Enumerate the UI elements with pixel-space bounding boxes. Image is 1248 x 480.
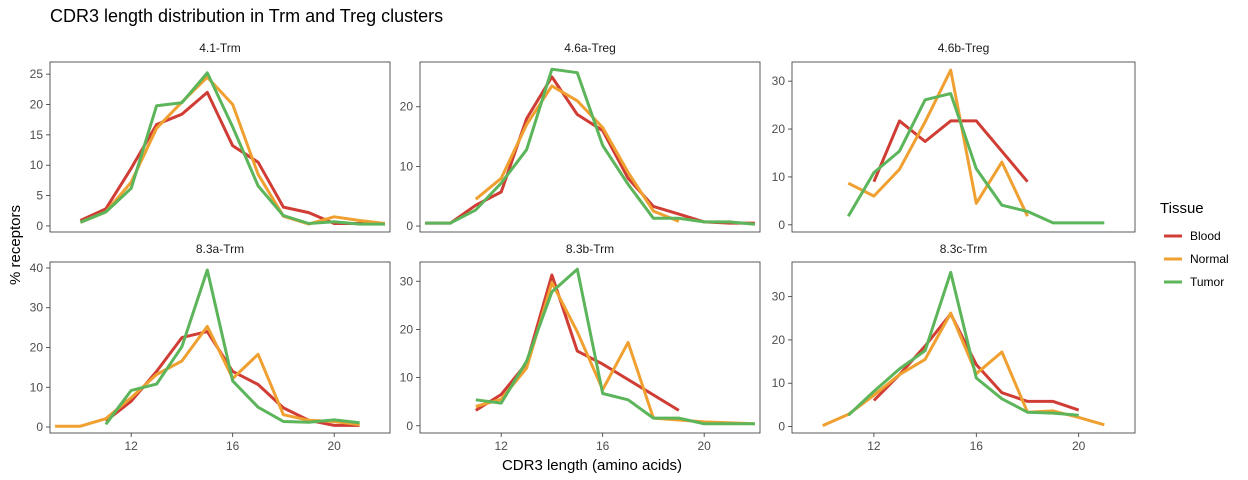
- y-tick-label: 30: [772, 74, 786, 88]
- legend-entry-blood: Blood: [1164, 229, 1221, 243]
- legend-label-normal: Normal: [1190, 252, 1229, 266]
- y-tick-label: 10: [30, 380, 44, 394]
- y-tick-label: 40: [30, 261, 44, 275]
- y-tick-label: 20: [400, 100, 414, 114]
- y-tick-label: 0: [778, 218, 785, 232]
- series-line-blood-8-3c-trm: [872, 312, 1080, 412]
- x-tick-label: 20: [697, 439, 711, 453]
- y-tick-label: 10: [772, 170, 786, 184]
- series-line-tumor-8-3c-trm: [847, 270, 1079, 417]
- y-tick-label: 30: [772, 290, 786, 304]
- panel-border: [791, 261, 1136, 434]
- y-tick-label: 10: [400, 159, 414, 173]
- y-tick-label: 0: [778, 420, 785, 434]
- series-line-tumor-4-6b-treg: [847, 92, 1105, 225]
- y-tick-label: 15: [30, 128, 44, 142]
- y-tick-label: 30: [30, 301, 44, 315]
- y-tick-label: 20: [30, 98, 44, 112]
- x-tick-label: 12: [125, 439, 139, 453]
- x-axis-title: CDR3 length (amino acids): [502, 457, 682, 474]
- panel-label-8-3c-trm: 8.3c-Trm: [940, 242, 988, 256]
- panel-label-4-6a-treg: 4.6a-Treg: [564, 41, 616, 55]
- y-tick-label: 20: [30, 341, 44, 355]
- panel-4-1-trm: 4.1-Trm 0 5 10 15 20 25: [30, 41, 391, 233]
- series-line-tumor-4-6a-treg: [425, 67, 756, 226]
- panel-label-8-3a-trm: 8.3a-Trm: [196, 242, 244, 256]
- series-line-normal-4-6a-treg: [474, 84, 680, 223]
- x-tick-label: 16: [970, 439, 984, 453]
- panel-border: [791, 61, 1136, 233]
- y-tick-label: 0: [36, 420, 43, 434]
- legend-label-blood: Blood: [1190, 229, 1221, 243]
- legend-title: Tissue: [1160, 200, 1204, 217]
- y-tick-label: 0: [36, 219, 43, 233]
- facet-panels: 4.1-Trm05101520254.6a-Treg010204.6b-Treg…: [30, 41, 1136, 453]
- series-line-normal-4-6b-treg: [847, 68, 1029, 217]
- panel-label-8-3b-trm: 8.3b-Trm: [566, 242, 614, 256]
- series-line-blood-4-1-trm: [79, 90, 385, 225]
- panel-label-4-6b-treg: 4.6b-Treg: [938, 41, 990, 55]
- y-tick-label: 20: [772, 122, 786, 136]
- series-line-tumor-8-3a-trm: [104, 268, 360, 426]
- panel-4-6a-treg: 4.6a-Treg 0 10 20: [400, 41, 761, 233]
- panel-border: [419, 61, 761, 233]
- chart-title: CDR3 length distribution in Trm and Treg…: [50, 6, 443, 26]
- series-line-blood-8-3b-trm: [475, 273, 680, 412]
- series-line-normal-4-1-trm: [79, 75, 386, 226]
- x-tick-label: 20: [327, 439, 341, 453]
- y-tick-label: 30: [400, 274, 414, 288]
- panel-label-4-1-trm: 4.1-Trm: [199, 41, 241, 55]
- legend-entry-normal: Normal: [1164, 252, 1229, 266]
- y-axis-title: % receptors: [7, 205, 24, 285]
- legend-entry-tumor: Tumor: [1164, 275, 1224, 289]
- panel-4-6b-treg: 4.6b-Treg 0 10 20 30: [772, 41, 1136, 233]
- series-line-normal-8-3a-trm: [55, 324, 360, 428]
- y-tick-label: 25: [30, 67, 44, 81]
- panel-8-3a-trm: 8.3a-Trm 0 10 20 30 40 12 16 20: [30, 242, 391, 453]
- y-tick-label: 10: [772, 376, 786, 390]
- series-line-blood-4-6b-treg: [872, 119, 1029, 183]
- y-tick-label: 0: [406, 419, 413, 433]
- series-line-blood-4-6a-treg: [425, 75, 755, 225]
- y-tick-label: 20: [772, 333, 786, 347]
- y-tick-label: 20: [400, 322, 414, 336]
- x-tick-label: 16: [226, 439, 240, 453]
- panel-8-3c-trm: 8.3c-Trm 0 10 20 30 12 16 20: [772, 242, 1136, 453]
- y-tick-label: 10: [400, 371, 414, 385]
- x-tick-label: 20: [1072, 439, 1086, 453]
- series-line-tumor-8-3b-trm: [475, 267, 755, 426]
- series-line-normal-8-3b-trm: [475, 281, 755, 426]
- panel-border: [49, 61, 391, 233]
- legend: Tissue Blood Normal Tumor: [1160, 200, 1229, 289]
- series-line-tumor-4-1-trm: [79, 71, 385, 226]
- panel-border: [419, 261, 761, 434]
- y-tick-label: 0: [406, 219, 413, 233]
- x-tick-label: 12: [495, 439, 509, 453]
- x-tick-label: 16: [596, 439, 610, 453]
- panel-border: [49, 261, 391, 434]
- y-tick-label: 10: [30, 158, 44, 172]
- legend-label-tumor: Tumor: [1190, 275, 1224, 289]
- panel-8-3b-trm: 8.3b-Trm 0 10 20 30 12 16 20: [400, 242, 761, 453]
- y-tick-label: 5: [36, 189, 43, 203]
- x-tick-label: 12: [867, 439, 881, 453]
